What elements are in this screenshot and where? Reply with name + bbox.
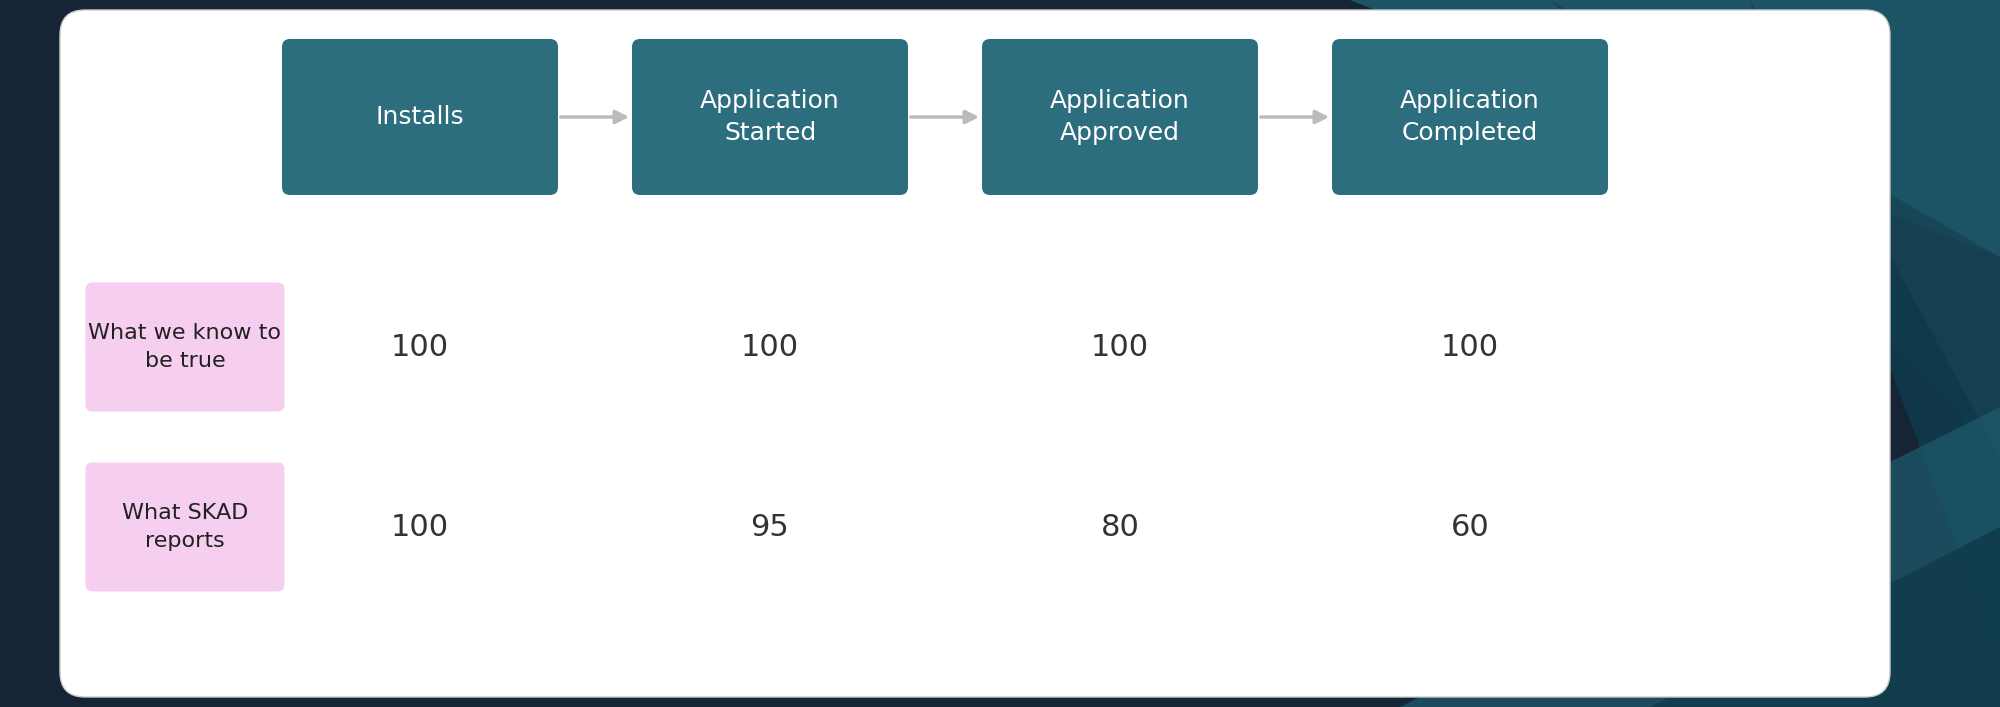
FancyBboxPatch shape [282,39,558,195]
FancyBboxPatch shape [632,39,908,195]
Text: What we know to
be true: What we know to be true [88,323,282,371]
Text: Installs: Installs [376,105,464,129]
Polygon shape [1750,0,2000,657]
FancyBboxPatch shape [982,39,1258,195]
Text: 100: 100 [390,513,450,542]
Text: 100: 100 [390,332,450,361]
Polygon shape [1400,407,2000,707]
Text: Application
Started: Application Started [700,88,840,145]
Text: 80: 80 [1100,513,1140,542]
Text: Application
Completed: Application Completed [1400,88,1540,145]
FancyBboxPatch shape [86,283,284,411]
Text: 95: 95 [750,513,790,542]
Polygon shape [1550,0,2000,457]
FancyBboxPatch shape [60,10,1890,697]
FancyBboxPatch shape [1332,39,1608,195]
Text: 100: 100 [1440,332,1500,361]
FancyBboxPatch shape [86,462,284,592]
Text: Application
Approved: Application Approved [1050,88,1190,145]
Text: 100: 100 [1090,332,1150,361]
Text: 100: 100 [740,332,800,361]
Text: What SKAD
reports: What SKAD reports [122,503,248,551]
Text: 60: 60 [1450,513,1490,542]
Polygon shape [1350,0,2000,257]
Polygon shape [1650,527,2000,707]
